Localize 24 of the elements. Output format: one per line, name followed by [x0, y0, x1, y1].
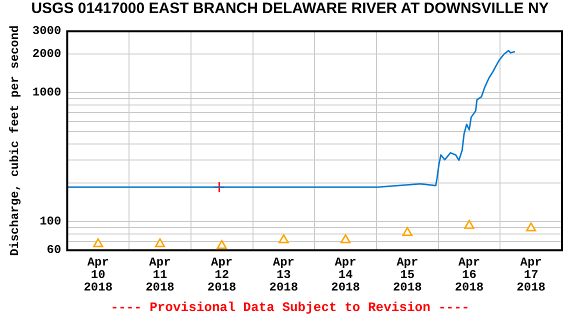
chart-title: USGS 01417000 EAST BRANCH DELAWARE RIVER AT DOWNSVILLE NY — [30, 0, 550, 18]
point — [340, 234, 351, 244]
point — [154, 238, 166, 248]
x-tick-label: Apr 13 2018 — [269, 256, 298, 295]
point — [216, 240, 227, 249]
point — [464, 220, 474, 229]
point — [526, 222, 536, 232]
x-tick-label: Apr 14 2018 — [331, 256, 360, 295]
x-tick-label: Apr 10 2018 — [84, 256, 113, 295]
point — [402, 226, 412, 236]
y-tick-label: 3000 — [32, 24, 62, 38]
point — [93, 238, 104, 248]
x-tick-label: Apr 17 2018 — [516, 256, 546, 295]
x-tick-label: Apr 12 2018 — [207, 256, 236, 295]
y-tick-label: 100 — [40, 214, 62, 229]
y-tick-label: 2000 — [32, 46, 62, 61]
x-tick-label: Apr 15 2018 — [392, 256, 422, 295]
x-tick-label: Apr 11 2018 — [146, 256, 174, 295]
y-tick-label: 1000 — [32, 86, 62, 100]
y-axis-title: Discharge, cubic feet per second — [8, 25, 22, 256]
point — [278, 234, 289, 244]
x-tick-label: Apr 16 2018 — [454, 256, 484, 295]
y-tick-label: 60 — [46, 243, 62, 258]
text: ---- Provisional Data Subject to Revision ---- — [110, 300, 470, 315]
